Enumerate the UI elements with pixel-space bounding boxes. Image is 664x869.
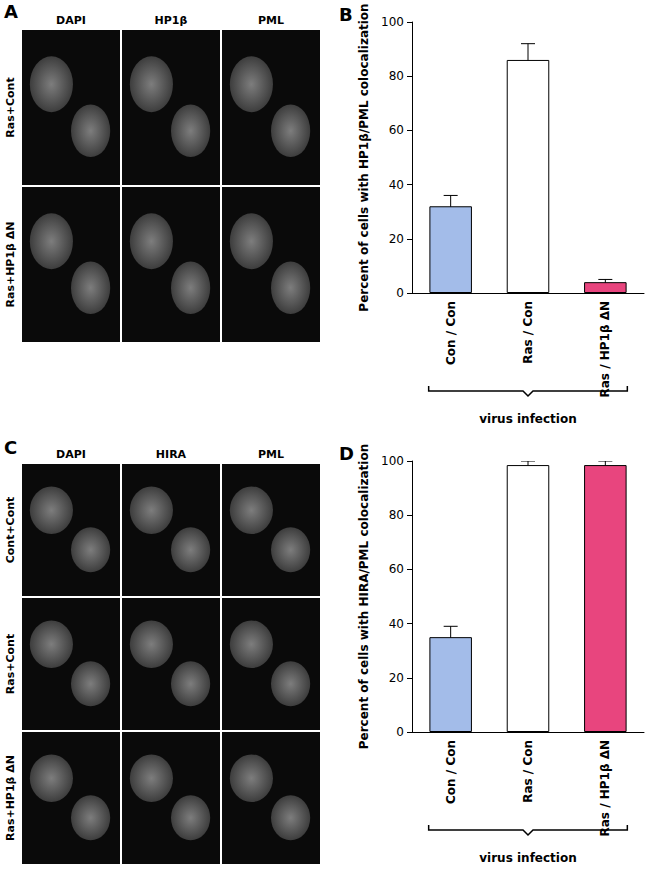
svg-text:Con / Con: Con / Con bbox=[444, 301, 458, 365]
svg-text:40: 40 bbox=[389, 617, 404, 631]
svg-text:80: 80 bbox=[389, 69, 404, 83]
svg-text:virus infection: virus infection bbox=[479, 851, 576, 865]
svg-text:Ras / Con: Ras / Con bbox=[521, 740, 535, 803]
svg-text:Ras / Con: Ras / Con bbox=[521, 301, 535, 364]
svg-text:PML: PML bbox=[258, 448, 284, 461]
svg-text:Cont+Cont: Cont+Cont bbox=[4, 497, 17, 564]
svg-text:60: 60 bbox=[389, 562, 404, 576]
svg-text:PML: PML bbox=[258, 14, 284, 27]
svg-text:100: 100 bbox=[381, 15, 404, 29]
svg-text:virus infection: virus infection bbox=[479, 412, 576, 426]
svg-text:Ras+HP1β ΔN: Ras+HP1β ΔN bbox=[4, 755, 17, 841]
svg-text:0: 0 bbox=[396, 725, 404, 739]
svg-text:DAPI: DAPI bbox=[56, 14, 86, 27]
svg-text:60: 60 bbox=[389, 123, 404, 137]
svg-text:40: 40 bbox=[389, 178, 404, 192]
svg-text:Ras+Cont: Ras+Cont bbox=[4, 77, 17, 137]
svg-text:Con / Con: Con / Con bbox=[444, 740, 458, 804]
svg-text:Ras+HP1β ΔN: Ras+HP1β ΔN bbox=[4, 221, 17, 307]
svg-text:HP1β: HP1β bbox=[155, 14, 188, 27]
svg-text:Ras / HP1β ΔN: Ras / HP1β ΔN bbox=[598, 740, 612, 837]
svg-text:D: D bbox=[339, 443, 354, 464]
svg-text:A: A bbox=[4, 1, 18, 22]
svg-text:0: 0 bbox=[396, 286, 404, 300]
svg-text:80: 80 bbox=[389, 508, 404, 522]
svg-text:Ras / HP1β ΔN: Ras / HP1β ΔN bbox=[598, 301, 612, 398]
svg-text:Percent of cells with HIRA/PML: Percent of cells with HIRA/PML colocaliz… bbox=[357, 444, 371, 750]
svg-text:20: 20 bbox=[389, 232, 404, 246]
svg-text:Percent of cells with HP1β/PML: Percent of cells with HP1β/PML colocaliz… bbox=[357, 3, 371, 311]
svg-text:HIRA: HIRA bbox=[156, 448, 187, 461]
svg-text:B: B bbox=[339, 4, 353, 25]
svg-text:C: C bbox=[4, 437, 17, 458]
svg-text:Ras+Cont: Ras+Cont bbox=[4, 634, 17, 694]
svg-text:20: 20 bbox=[389, 671, 404, 685]
svg-text:100: 100 bbox=[381, 454, 404, 468]
svg-text:DAPI: DAPI bbox=[56, 448, 86, 461]
